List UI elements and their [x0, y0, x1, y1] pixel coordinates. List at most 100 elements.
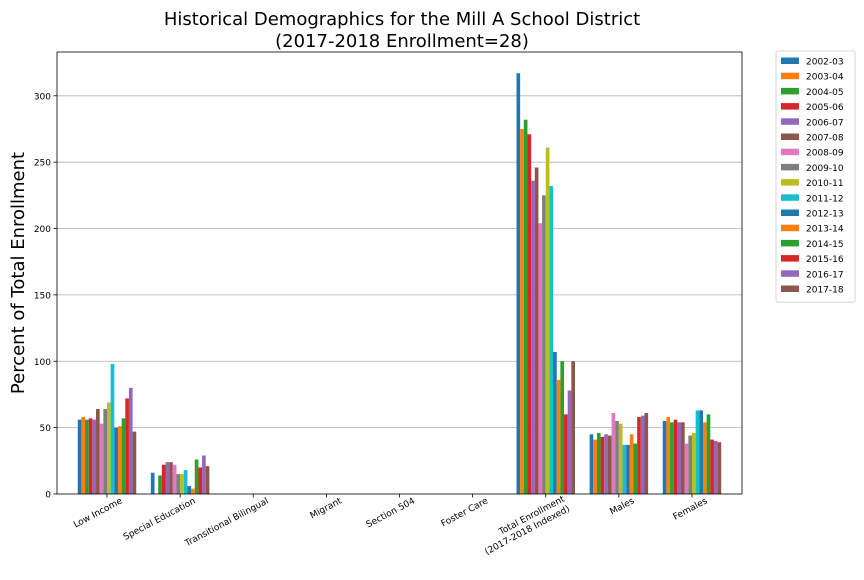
x-tick-label: Special Education: [122, 496, 197, 542]
x-tick-label-line: Foster Care: [440, 496, 491, 529]
x-tick-label-line: Migrant: [309, 496, 345, 521]
bar: [520, 128, 524, 494]
x-tick-label: Low Income: [72, 496, 125, 530]
y-axis: 0 50 100 150 200 250 300: [34, 92, 57, 501]
legend-entry: 2004-05: [806, 88, 844, 98]
x-tick-label-line: Special Education: [122, 496, 197, 542]
y-tick-label: 250: [34, 159, 51, 169]
bar: [198, 467, 203, 494]
bar: [560, 361, 565, 494]
bar: [688, 435, 692, 494]
bar: [96, 409, 100, 494]
bar: [538, 223, 543, 494]
bar: [534, 167, 539, 494]
bar: [695, 410, 700, 494]
legend-swatch: [781, 224, 799, 232]
legend-swatch: [781, 148, 799, 156]
bar: [531, 180, 535, 495]
bar: [516, 73, 521, 494]
bar: [713, 440, 718, 494]
bar: [169, 462, 173, 494]
bar: [88, 418, 93, 494]
bar: [107, 402, 111, 494]
bar: [564, 414, 568, 494]
bar: [176, 474, 181, 494]
bar: [542, 195, 546, 494]
bar: [640, 415, 645, 494]
bar: [589, 434, 594, 494]
legend-entry: 2010-11: [806, 179, 844, 189]
x-tick-label-line: Low Income: [72, 496, 125, 530]
legend-entry: 2015-16: [806, 255, 844, 265]
bar: [677, 422, 682, 494]
bar: [637, 417, 641, 494]
legend-swatch: [781, 285, 799, 292]
bar: [615, 420, 619, 494]
bar: [161, 464, 166, 494]
chart-title: Historical Demographics for the Mill A S…: [164, 9, 640, 30]
legend-swatch: [781, 209, 799, 216]
bar: [571, 361, 575, 494]
y-axis-label: Percent of Total Enrollment: [8, 152, 29, 394]
bar: [128, 387, 133, 494]
bar: [194, 459, 199, 494]
x-tick-label: Total Enrollment(2017-2018 Indexed): [478, 494, 572, 557]
bar: [567, 390, 572, 494]
bar: [103, 409, 107, 494]
bar: [666, 417, 671, 494]
bar: [205, 466, 210, 494]
bar: [626, 444, 630, 494]
bar: [114, 427, 118, 494]
legend-entry: 2012-13: [806, 210, 844, 220]
bar: [191, 488, 195, 494]
bar: [706, 414, 711, 494]
bar: [629, 434, 634, 494]
bar: [523, 119, 528, 494]
x-tick-label: Males: [609, 496, 637, 517]
bar: [187, 486, 192, 494]
bar: [607, 435, 612, 494]
legend-entry: 2017-18: [806, 286, 844, 296]
bar: [618, 423, 623, 494]
legend-frame: [775, 50, 856, 303]
legend-swatch: [781, 87, 799, 95]
bar: [556, 379, 561, 494]
legend-swatch: [781, 194, 799, 201]
y-tick-label: 0: [45, 491, 51, 501]
legend-entry: 2003-04: [806, 73, 844, 83]
bar: [132, 431, 137, 494]
bar: [92, 419, 97, 494]
bar: [710, 439, 714, 494]
legend-swatch: [781, 255, 799, 262]
bar: [633, 443, 638, 494]
bar: [622, 444, 627, 494]
x-tick-label-line: Males: [609, 496, 637, 517]
x-tick-label-line: Section 504: [365, 496, 417, 530]
bar: [81, 417, 86, 494]
bar: [717, 442, 722, 494]
legend-entry: 2014-15: [806, 240, 844, 250]
legend-entry: 2005-06: [806, 103, 844, 113]
legend: 2002-03 2003-04 2004-05 2005-06 2006-07 2007-…: [775, 50, 856, 303]
bar: [673, 419, 678, 494]
x-tick-label: Females: [672, 496, 710, 522]
bar: [600, 436, 605, 494]
legend-swatch: [781, 57, 799, 64]
legend-entry: 2002-03: [806, 58, 844, 68]
bar: [150, 472, 155, 494]
bar: [165, 462, 170, 494]
bar: [77, 419, 82, 494]
bar: [684, 443, 689, 494]
legend-swatch: [781, 118, 799, 125]
bars: [77, 73, 722, 495]
legend-swatch: [781, 163, 799, 171]
bar: [183, 470, 188, 494]
legend-entry: 2013-14: [806, 225, 844, 235]
legend-entry: 2011-12: [806, 194, 844, 204]
bar: [99, 423, 104, 494]
bar: [593, 439, 597, 494]
legend-swatch: [781, 239, 799, 247]
legend-entry: 2016-17: [806, 270, 844, 280]
legend-swatch: [781, 270, 799, 277]
